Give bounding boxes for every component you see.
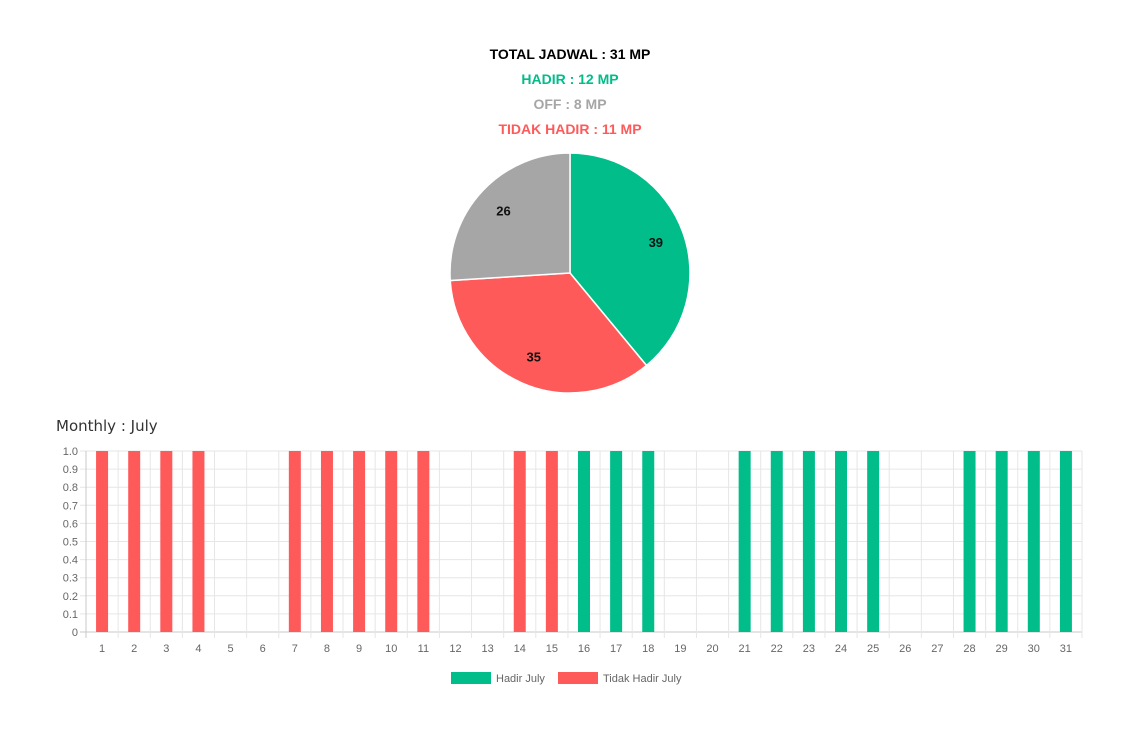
bar-hadir-day-28[interactable] bbox=[963, 451, 976, 632]
x-tick-label: 9 bbox=[356, 643, 362, 655]
bar-hadir-day-30[interactable] bbox=[1027, 451, 1040, 632]
monthly-title: Monthly : July bbox=[56, 417, 158, 435]
bar-tidak-hadir-day-11[interactable] bbox=[417, 451, 430, 632]
x-tick-label: 14 bbox=[514, 643, 526, 655]
present-label: HADIR : 12 MP bbox=[521, 71, 619, 87]
total-schedule-label: TOTAL JADWAL : 31 MP bbox=[489, 46, 651, 62]
bar-tidak-hadir-day-15[interactable] bbox=[545, 451, 558, 632]
pie-slice-tidak-hadir[interactable] bbox=[449, 272, 648, 394]
y-tick-label: 0.7 bbox=[63, 500, 78, 512]
x-tick-label: 22 bbox=[771, 643, 783, 655]
x-tick-label: 15 bbox=[546, 643, 558, 655]
y-tick-label: 0.9 bbox=[63, 464, 78, 476]
x-tick-label: 3 bbox=[163, 643, 169, 655]
bar-tidak-hadir-day-9[interactable] bbox=[353, 451, 366, 632]
bar-hadir-day-18[interactable] bbox=[642, 451, 655, 632]
y-tick-label: 0.5 bbox=[63, 537, 78, 549]
legend-tidak-hadir-swatch[interactable] bbox=[558, 672, 598, 684]
x-tick-label: 29 bbox=[996, 643, 1008, 655]
x-tick-label: 16 bbox=[578, 643, 590, 655]
pie-slice-off[interactable] bbox=[449, 152, 571, 282]
attendance-pie-chart: 39 35 26 bbox=[449, 152, 691, 394]
bar-tidak-hadir-day-7[interactable] bbox=[288, 451, 301, 632]
legend-hadir-label[interactable]: Hadir July bbox=[496, 673, 545, 685]
bar-hadir-day-23[interactable] bbox=[802, 451, 815, 632]
bar-hadir-day-16[interactable] bbox=[578, 451, 590, 632]
bar-tidak-hadir-day-8[interactable] bbox=[320, 451, 333, 632]
bar-hadir-day-22[interactable] bbox=[770, 451, 783, 632]
bar-hadir-day-25[interactable] bbox=[867, 451, 880, 632]
x-tick-label: 23 bbox=[803, 643, 815, 655]
y-tick-label: 0.6 bbox=[63, 518, 78, 530]
y-tick-label: 0.3 bbox=[63, 573, 78, 585]
y-tick-label: 0.8 bbox=[63, 482, 78, 494]
x-tick-label: 19 bbox=[674, 643, 686, 655]
bar-tidak-hadir-day-1[interactable] bbox=[96, 451, 109, 632]
x-tick-label: 31 bbox=[1060, 643, 1072, 655]
x-tick-label: 6 bbox=[260, 643, 266, 655]
x-tick-label: 10 bbox=[385, 643, 397, 655]
x-tick-label: 26 bbox=[899, 643, 911, 655]
attendance-summary: TOTAL JADWAL : 31 MP HADIR : 12 MP OFF :… bbox=[0, 42, 1140, 142]
x-tick-label: 25 bbox=[867, 643, 879, 655]
x-tick-label: 11 bbox=[418, 643, 429, 655]
bar-hadir-day-21[interactable] bbox=[738, 451, 751, 632]
x-tick-label: 17 bbox=[610, 643, 622, 655]
x-tick-label: 30 bbox=[1028, 643, 1040, 655]
bar-hadir-day-24[interactable] bbox=[835, 451, 848, 632]
bar-tidak-hadir-day-10[interactable] bbox=[385, 451, 398, 632]
y-tick-label: 1.0 bbox=[63, 446, 78, 458]
x-tick-label: 24 bbox=[835, 643, 847, 655]
bar-hadir-day-17[interactable] bbox=[610, 451, 623, 632]
x-tick-label: 7 bbox=[292, 643, 298, 655]
y-tick-label: 0.2 bbox=[63, 591, 78, 603]
pie-label-off: 26 bbox=[496, 204, 510, 219]
x-tick-label: 4 bbox=[195, 643, 201, 655]
y-tick-label: 0.1 bbox=[63, 609, 78, 621]
legend-tidak-hadir-label[interactable]: Tidak Hadir July bbox=[603, 673, 682, 685]
bar-tidak-hadir-day-2[interactable] bbox=[128, 451, 141, 632]
x-tick-label: 8 bbox=[324, 643, 330, 655]
bar-tidak-hadir-day-3[interactable] bbox=[160, 451, 173, 632]
bar-tidak-hadir-day-4[interactable] bbox=[192, 451, 205, 632]
bar-tidak-hadir-day-14[interactable] bbox=[513, 451, 526, 632]
x-tick-label: 21 bbox=[739, 643, 751, 655]
pie-label-tidak-hadir: 35 bbox=[527, 350, 541, 365]
x-tick-label: 1 bbox=[99, 643, 105, 655]
x-tick-label: 2 bbox=[131, 643, 137, 655]
x-tick-label: 5 bbox=[228, 643, 234, 655]
pie-slice-hadir[interactable] bbox=[569, 152, 691, 367]
y-tick-label: 0.4 bbox=[63, 555, 78, 567]
x-tick-label: 12 bbox=[449, 643, 461, 655]
off-label: OFF : 8 MP bbox=[533, 96, 607, 112]
bar-hadir-day-29[interactable] bbox=[995, 451, 1008, 632]
x-tick-label: 27 bbox=[931, 643, 943, 655]
y-tick-label: 0 bbox=[72, 627, 78, 639]
bar-hadir-day-31[interactable] bbox=[1059, 451, 1072, 632]
x-tick-label: 13 bbox=[481, 643, 493, 655]
legend-hadir-swatch[interactable] bbox=[451, 672, 491, 684]
absent-label: TIDAK HADIR : 11 MP bbox=[498, 121, 642, 137]
pie-label-hadir: 39 bbox=[649, 235, 663, 250]
x-tick-label: 28 bbox=[963, 643, 975, 655]
x-tick-label: 18 bbox=[642, 643, 654, 655]
x-tick-label: 20 bbox=[706, 643, 718, 655]
